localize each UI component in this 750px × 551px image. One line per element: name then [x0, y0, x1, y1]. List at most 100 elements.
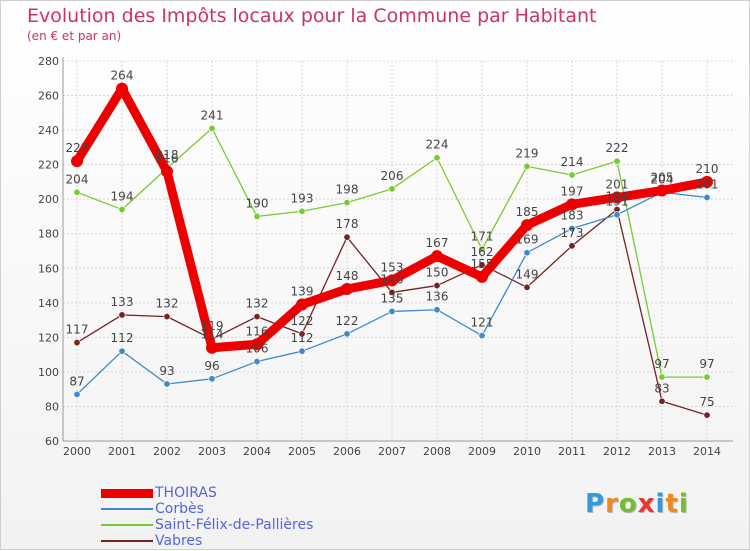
data-label: 222 — [606, 141, 629, 155]
data-point — [343, 233, 351, 241]
x-tick-label: 2014 — [693, 445, 721, 458]
data-point — [613, 157, 621, 165]
data-point — [208, 124, 216, 132]
legend-label: THOIRAS — [155, 485, 217, 501]
legend-swatch — [101, 524, 153, 526]
data-point — [703, 193, 711, 201]
data-label: 139 — [291, 285, 314, 299]
data-label: 205 — [651, 171, 674, 185]
logo-letter: i — [678, 489, 689, 519]
data-point — [478, 245, 486, 253]
data-label: 162 — [471, 245, 494, 259]
data-label: 133 — [111, 295, 134, 309]
data-point — [611, 191, 623, 204]
logo-letter: o — [618, 489, 638, 519]
data-label: 169 — [516, 233, 539, 247]
data-label: 191 — [606, 195, 629, 209]
data-point — [566, 198, 578, 211]
x-tick-label: 2010 — [513, 445, 541, 458]
data-label: 96 — [204, 359, 219, 373]
logo-letter: t — [665, 489, 679, 519]
data-point — [253, 358, 261, 366]
data-label: 149 — [516, 267, 539, 281]
data-label: 83 — [654, 381, 669, 395]
data-label: 132 — [156, 297, 179, 311]
y-tick-label: 260 — [38, 90, 59, 103]
data-label: 190 — [246, 196, 269, 210]
y-tick-label: 200 — [38, 193, 59, 206]
data-label: 136 — [426, 290, 449, 304]
data-label: 132 — [246, 297, 269, 311]
data-label: 150 — [426, 266, 449, 280]
data-label: 97 — [699, 357, 714, 371]
legend-label: Vabres — [155, 533, 203, 549]
data-point — [388, 288, 396, 296]
x-tick-label: 2002 — [153, 445, 181, 458]
data-label: 112 — [111, 331, 134, 345]
data-point — [298, 330, 306, 338]
x-tick-label: 2003 — [198, 445, 226, 458]
data-point — [343, 330, 351, 338]
y-tick-label: 220 — [38, 159, 59, 172]
data-label: 198 — [336, 183, 359, 197]
chart-subtitle: (en € et par an) — [27, 29, 122, 43]
data-point — [521, 219, 533, 232]
data-point — [433, 282, 441, 290]
data-point — [73, 390, 81, 398]
y-tick-label: 280 — [38, 55, 59, 68]
x-tick-label: 2001 — [108, 445, 136, 458]
x-tick-label: 2000 — [63, 445, 91, 458]
data-point — [73, 339, 81, 347]
data-point — [161, 165, 173, 178]
y-tick-label: 80 — [45, 400, 59, 413]
data-point — [253, 212, 261, 220]
data-label: 222 — [66, 141, 89, 155]
data-label: 122 — [336, 314, 359, 328]
y-tick-label: 180 — [38, 228, 59, 241]
data-point — [163, 313, 171, 321]
data-point — [431, 250, 443, 263]
data-point — [341, 283, 353, 295]
logo-letter: r — [605, 489, 619, 519]
legend-swatch — [101, 488, 153, 498]
data-point — [388, 307, 396, 315]
legend-label: Corbès — [155, 501, 204, 517]
legend-label: Saint-Félix-de-Pallières — [155, 517, 314, 533]
data-point — [343, 199, 351, 207]
data-point — [388, 185, 396, 193]
data-label: 119 — [201, 319, 224, 333]
data-label: 264 — [111, 69, 134, 83]
data-label: 112 — [291, 331, 314, 345]
data-label: 193 — [291, 191, 314, 205]
data-point — [613, 211, 621, 219]
data-label: 204 — [651, 172, 674, 186]
logo-letter: i — [655, 489, 666, 519]
data-point — [703, 373, 711, 381]
data-label: 106 — [246, 342, 269, 356]
x-tick-label: 2013 — [648, 445, 676, 458]
data-point — [568, 242, 576, 250]
data-label: 204 — [66, 172, 89, 186]
data-label: 171 — [471, 229, 494, 243]
data-point — [118, 206, 126, 214]
x-tick-label: 2009 — [468, 445, 496, 458]
data-label: 93 — [159, 364, 174, 378]
data-label: 241 — [201, 108, 224, 122]
data-label: 117 — [66, 323, 89, 337]
data-point — [478, 332, 486, 340]
data-point — [523, 249, 531, 257]
x-tick-label: 2007 — [378, 445, 406, 458]
data-label: 224 — [426, 138, 449, 152]
y-tick-label: 100 — [38, 366, 59, 379]
data-point — [206, 341, 218, 354]
data-point — [433, 306, 441, 314]
data-point — [656, 184, 668, 197]
data-label: 135 — [381, 291, 404, 305]
logo-letter: P — [585, 489, 606, 519]
data-point — [476, 270, 488, 283]
data-point — [701, 175, 713, 188]
data-label: 167 — [426, 236, 449, 250]
chart-title: Evolution des Impôts locaux pour la Comm… — [27, 5, 597, 27]
data-point — [208, 375, 216, 383]
